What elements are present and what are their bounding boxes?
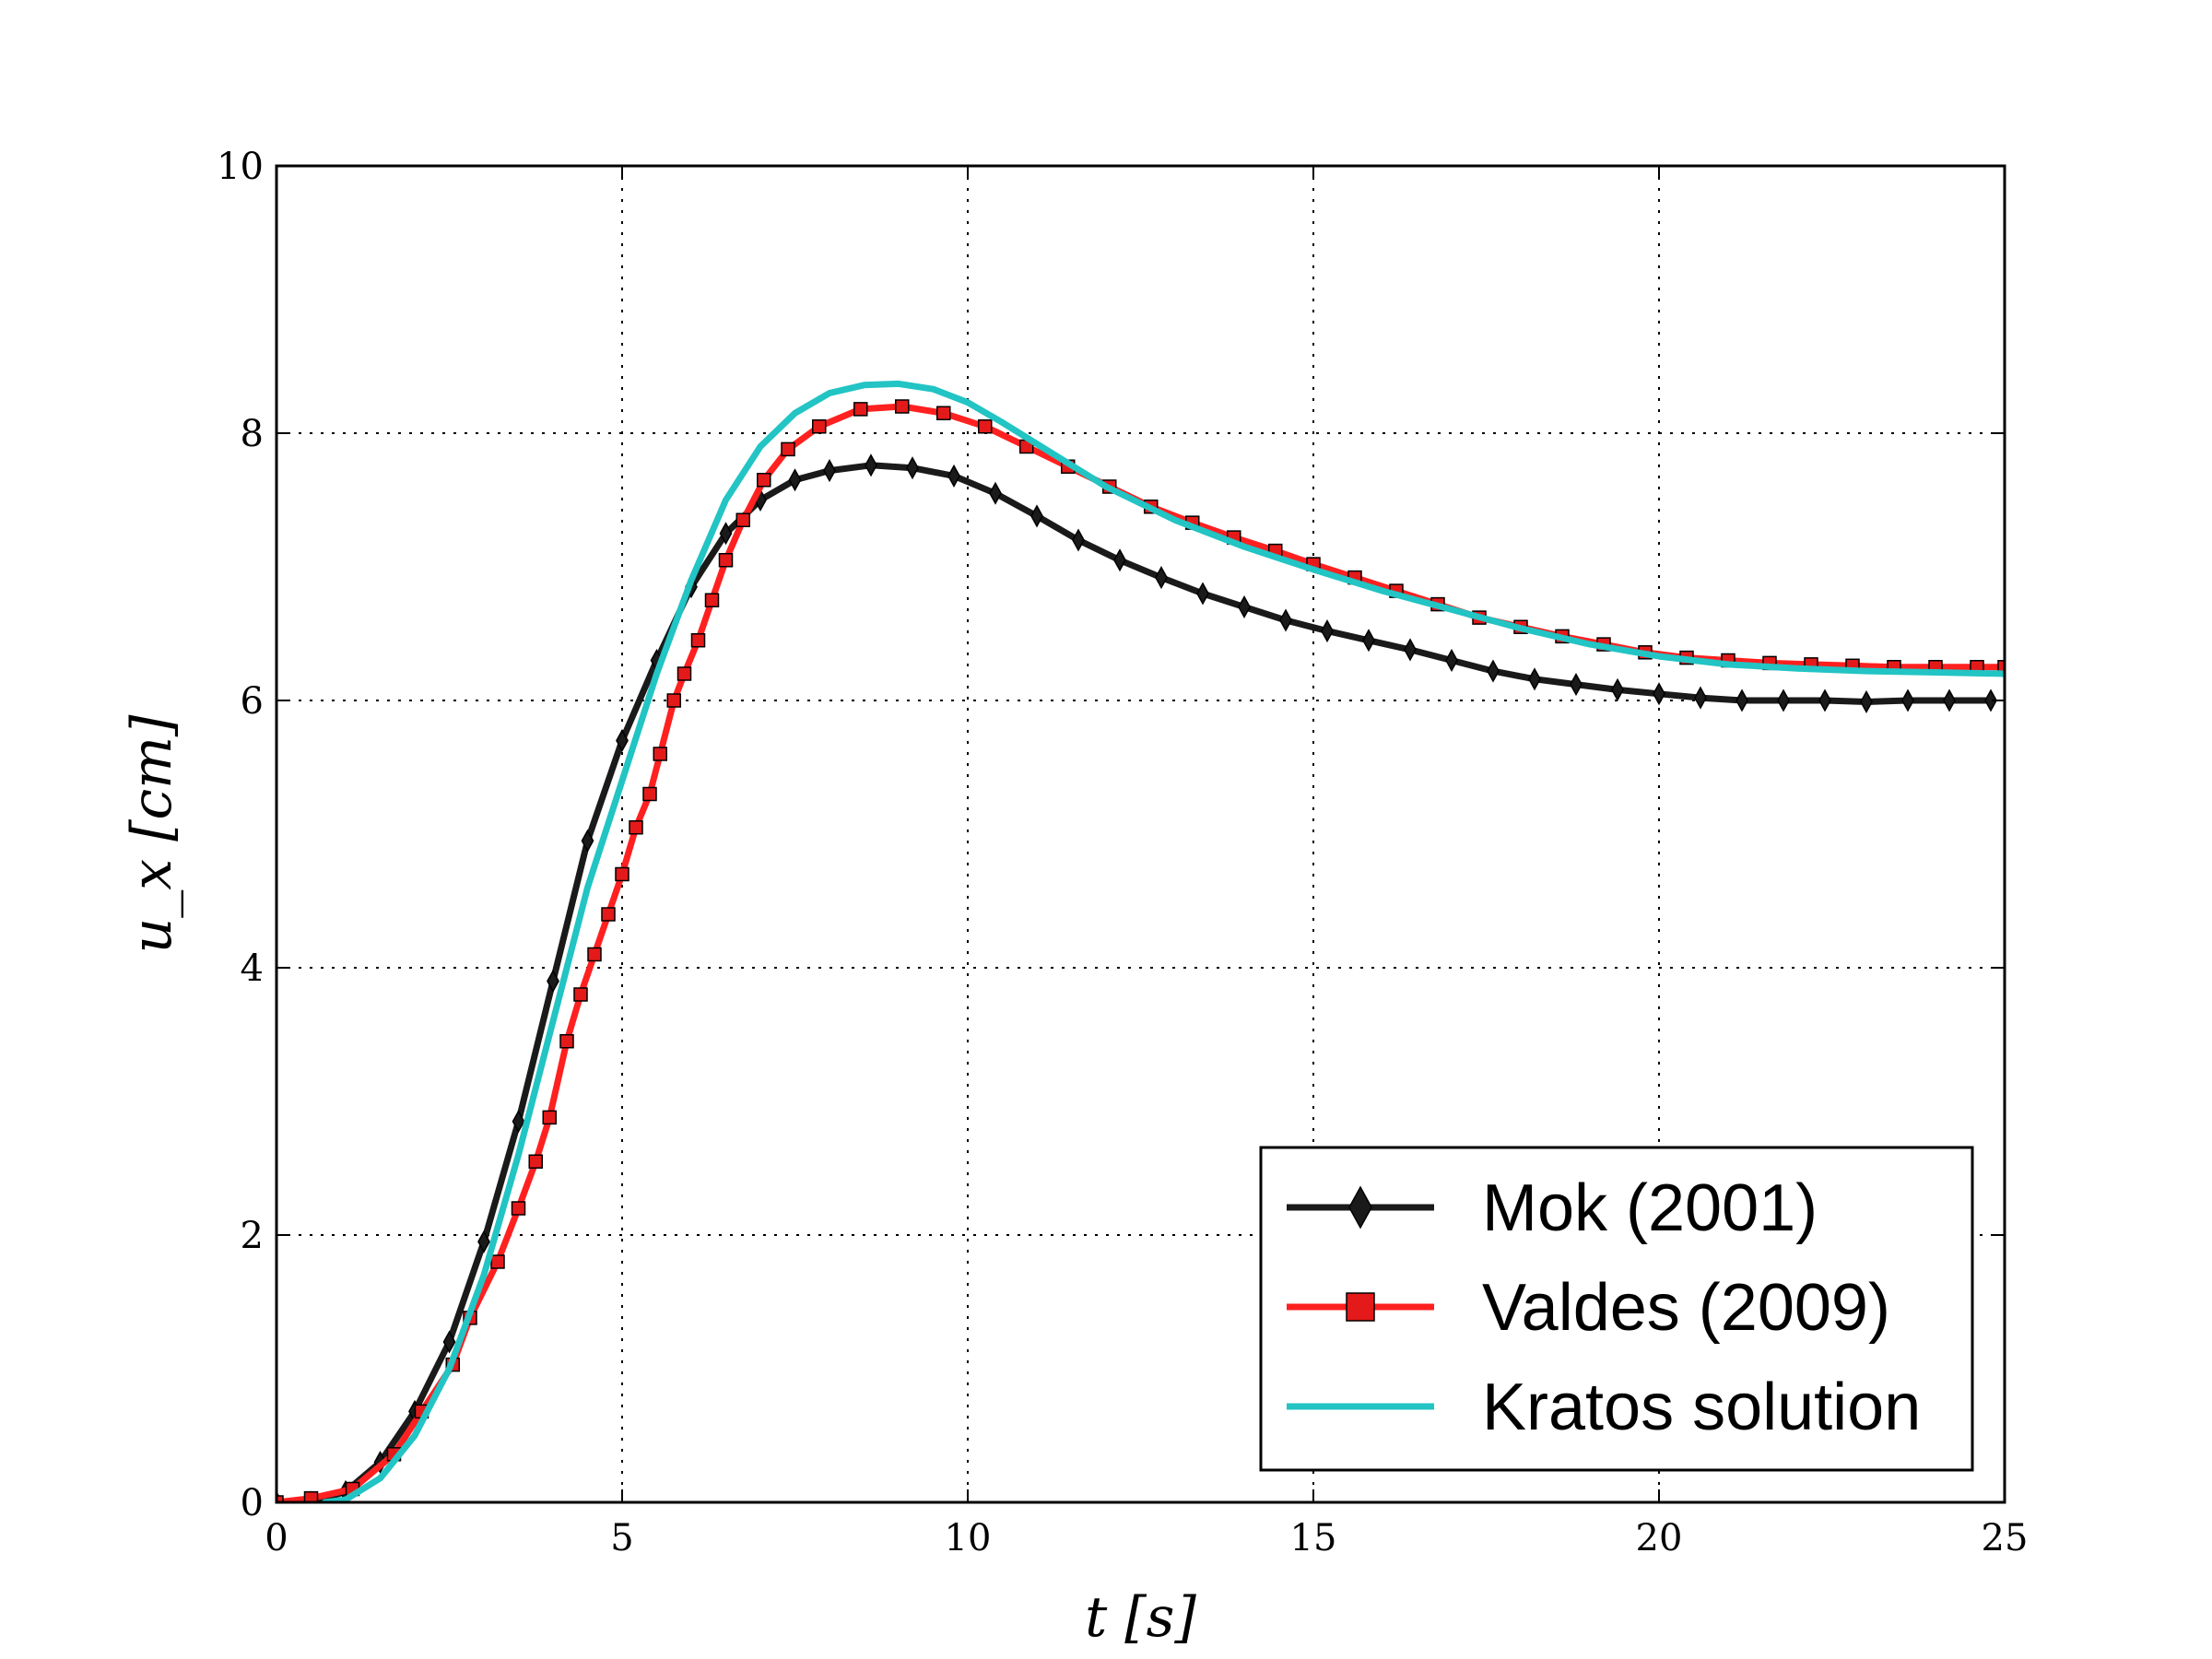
data-point	[559, 1034, 574, 1049]
data-point	[616, 728, 629, 753]
data-point	[653, 747, 667, 761]
data-point	[690, 633, 706, 648]
data-point	[547, 969, 559, 994]
data-point	[989, 481, 1002, 505]
data-point	[788, 468, 802, 492]
data-point	[303, 1490, 319, 1502]
series-layer	[276, 380, 2005, 1502]
data-point	[1155, 566, 1168, 590]
y-tick-label: 10	[217, 146, 264, 188]
data-point	[587, 947, 602, 962]
data-point	[812, 419, 827, 434]
data-point	[735, 512, 750, 527]
data-point	[512, 1110, 525, 1134]
data-point	[1984, 688, 1997, 712]
legend-label: Valdes (2009)	[1482, 1271, 1890, 1345]
axis-ticks: 0 5 10 15 20 25 0 2 4 6 8 10	[217, 146, 2028, 1559]
legend-entry: Valdes (2009)	[1287, 1271, 1890, 1345]
legend-label: Kratos solution	[1482, 1371, 1921, 1444]
legend-label: Mok (2001)	[1482, 1171, 1818, 1245]
legend-marker	[1348, 1185, 1372, 1230]
data-point	[601, 907, 616, 922]
data-point	[781, 441, 795, 457]
data-point	[477, 1230, 490, 1253]
data-point	[978, 419, 993, 434]
x-tick-label: 20	[1636, 1517, 1683, 1559]
data-point	[1997, 660, 2005, 675]
y-tick-label: 8	[241, 413, 264, 455]
data-point	[615, 866, 629, 882]
data-point	[511, 1201, 526, 1216]
y-tick-label: 0	[241, 1482, 264, 1524]
data-point	[1279, 608, 1292, 632]
data-point	[573, 987, 588, 1002]
data-point	[1030, 504, 1043, 528]
data-point	[853, 402, 868, 417]
data-point	[642, 786, 657, 802]
data-point	[1113, 548, 1126, 572]
data-point	[1196, 582, 1209, 606]
data-point	[1238, 594, 1251, 619]
data-point	[666, 693, 681, 708]
series-line	[322, 380, 2005, 1502]
data-point	[1487, 659, 1500, 683]
y-axis-label: u_x [cm]	[120, 714, 184, 953]
data-point	[1528, 667, 1541, 691]
data-point	[442, 1330, 456, 1354]
data-point	[1901, 688, 1914, 712]
data-point	[1818, 688, 1831, 712]
data-point	[490, 1254, 505, 1269]
y-tick-label: 4	[241, 947, 264, 990]
data-point	[1362, 629, 1375, 653]
data-point	[1943, 688, 1956, 712]
data-point	[718, 553, 734, 568]
data-point	[704, 593, 720, 607]
data-point	[823, 459, 836, 483]
data-point	[276, 1495, 284, 1502]
data-point	[1777, 688, 1790, 712]
legend-marker	[1346, 1292, 1375, 1322]
legend: Mok (2001) Valdes (2009) Kratos solution	[1259, 1146, 1974, 1472]
series-kratos-solution	[322, 380, 2005, 1502]
data-point	[906, 456, 919, 480]
x-tick-label: 0	[265, 1517, 288, 1559]
data-point	[1653, 682, 1665, 706]
legend-entry: Mok (2001)	[1287, 1171, 1818, 1245]
data-point	[1404, 638, 1417, 662]
x-axis-label: t [s]	[1085, 1585, 1196, 1650]
y-tick-label: 6	[241, 680, 264, 723]
data-point	[1694, 686, 1707, 710]
data-point	[1860, 689, 1873, 714]
data-point	[1611, 677, 1624, 701]
legend-entry: Kratos solution	[1287, 1371, 1921, 1444]
data-point	[719, 522, 733, 546]
x-tick-label: 15	[1290, 1517, 1337, 1559]
y-tick-label: 2	[241, 1215, 264, 1257]
data-point	[895, 399, 910, 414]
plot-frame	[275, 164, 2006, 1504]
data-point	[1445, 648, 1458, 673]
data-point	[1072, 528, 1085, 552]
x-tick-label: 10	[945, 1517, 992, 1559]
data-point	[528, 1154, 543, 1169]
data-point	[1735, 688, 1748, 712]
data-point	[1570, 673, 1583, 697]
data-point	[947, 464, 960, 488]
data-point	[629, 820, 643, 835]
data-point	[757, 473, 771, 488]
data-point	[936, 406, 951, 420]
x-tick-label: 25	[1982, 1517, 2029, 1559]
data-point	[581, 829, 594, 853]
data-point	[542, 1110, 557, 1125]
x-tick-label: 5	[610, 1517, 633, 1559]
data-point	[1321, 619, 1334, 643]
data-point	[865, 453, 877, 477]
data-point	[677, 666, 692, 681]
